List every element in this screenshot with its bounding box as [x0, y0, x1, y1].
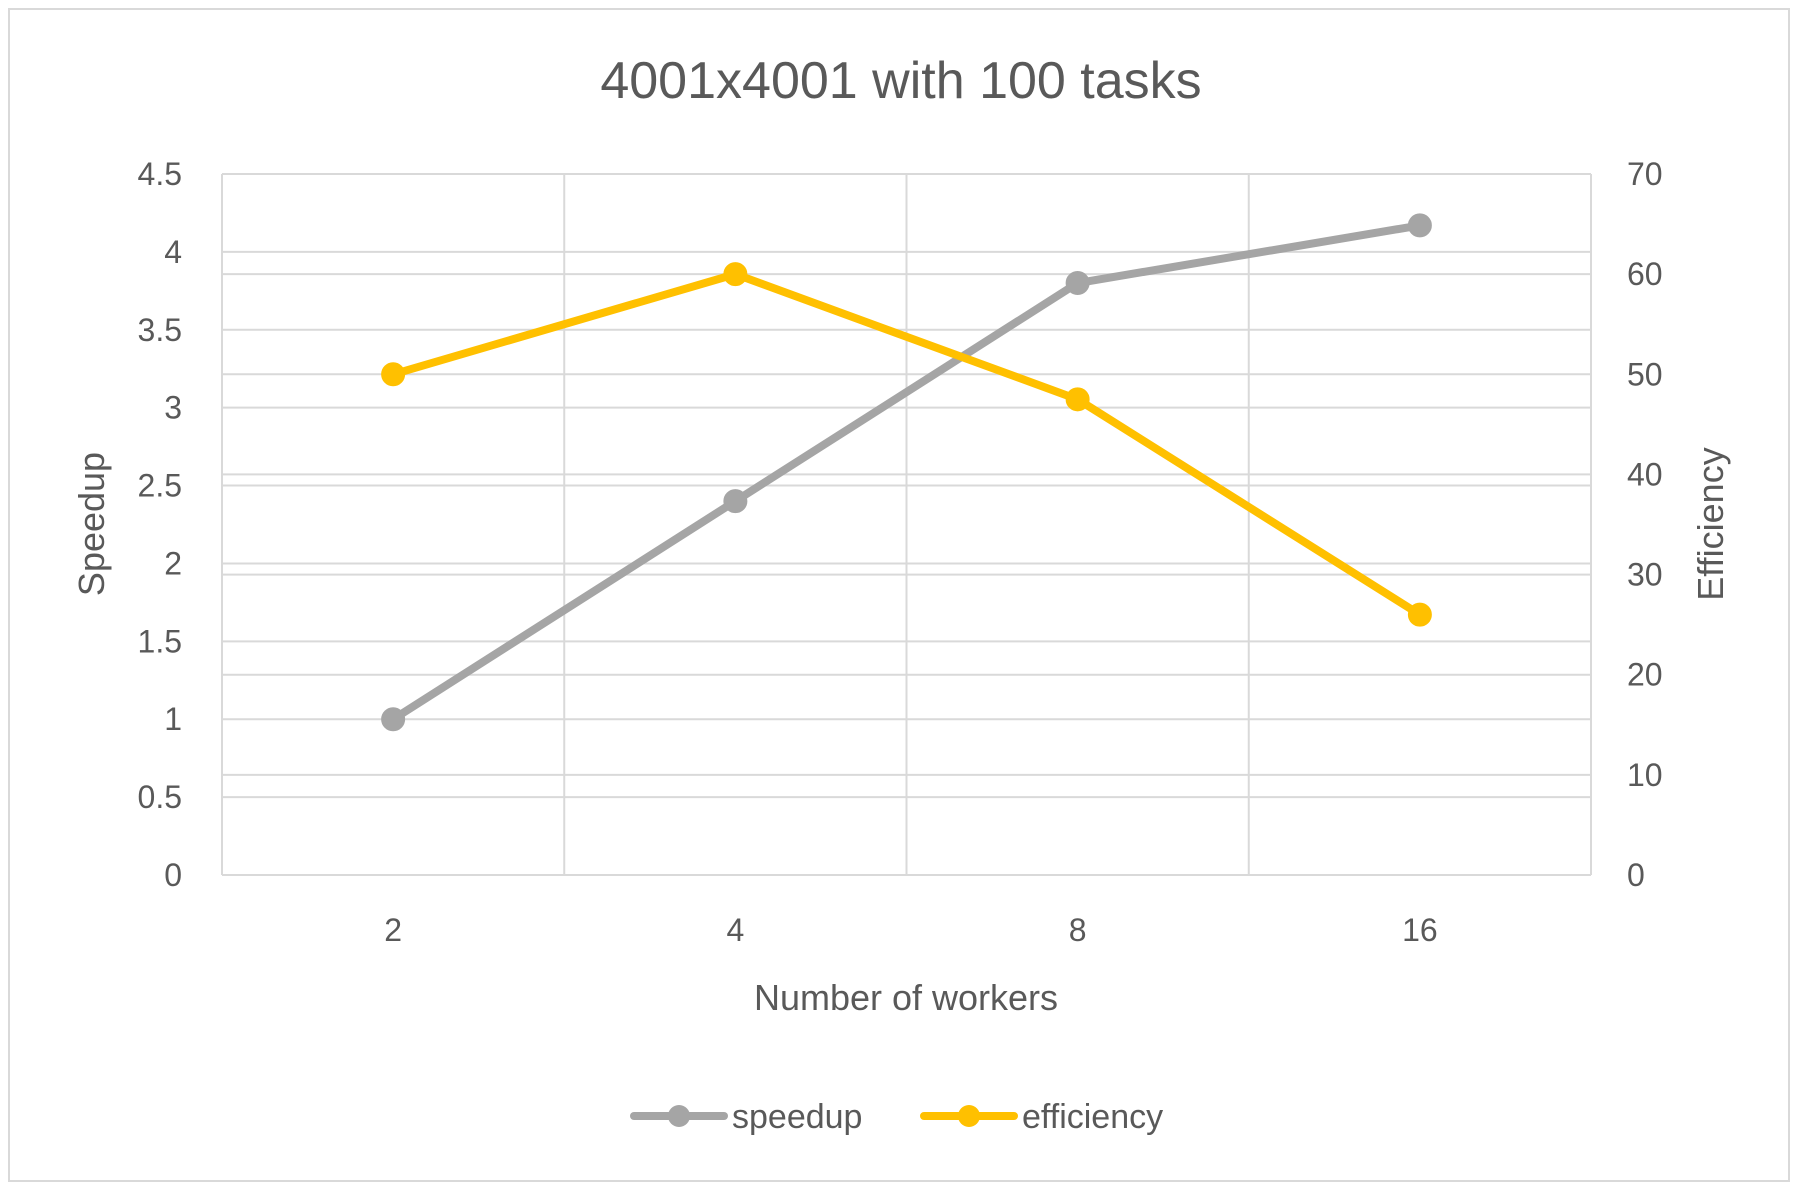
legend-marker-speedup [668, 1105, 690, 1127]
series-line-speedup [389, 221, 1424, 724]
data-point-efficiency [1407, 602, 1432, 627]
data-point-speedup [1407, 213, 1432, 238]
y2-tick-label: 50 [1627, 356, 1663, 392]
legend: speedup efficiency [630, 1098, 1163, 1136]
x-axis-title: Number of workers [754, 977, 1058, 1018]
x-tick-label: 16 [1402, 912, 1438, 948]
x-tick-label: 2 [384, 912, 402, 948]
y2-tick-label: 60 [1627, 256, 1663, 292]
x-tick-label: 4 [726, 912, 744, 948]
y-tick-label: 0.5 [138, 779, 182, 815]
chart-title: 4001x4001 with 100 tasks [600, 52, 1201, 110]
y-tick-label: 2 [164, 545, 182, 581]
y-tick-label: 4.5 [138, 156, 182, 192]
y-tick-label: 0 [164, 857, 182, 893]
y2-tick-label: 70 [1627, 156, 1663, 192]
y2-tick-label: 10 [1627, 757, 1663, 793]
y-tick-label: 1 [164, 701, 182, 737]
y-tick-label: 3.5 [138, 312, 182, 348]
y-tick-label: 1.5 [138, 623, 182, 659]
y2-tick-label: 40 [1627, 456, 1663, 492]
legend-marker-efficiency [958, 1105, 980, 1127]
y2-tick-label: 30 [1627, 557, 1663, 593]
y2-tick-label: 20 [1627, 657, 1663, 693]
y-tick-label: 4 [164, 234, 182, 270]
gridlines [221, 173, 1592, 875]
legend-label-speedup: speedup [732, 1098, 862, 1136]
data-point-efficiency [381, 362, 406, 387]
axes: 0 0.5 1 1.5 2 2.5 3 3.5 4 4.5 0 10 20 30 40 50 60 70 2 4 8 16 [138, 156, 1663, 948]
data-point-speedup [381, 707, 406, 732]
x-tick-label: 8 [1069, 912, 1087, 948]
chart-frame [8, 8, 1790, 1182]
y2-axis-title: Efficiency [1690, 447, 1731, 600]
series-lines [381, 213, 1432, 732]
data-point-speedup [723, 489, 748, 514]
y-tick-label: 3 [164, 390, 182, 426]
y2-tick-label: 0 [1627, 857, 1645, 893]
data-point-speedup [1065, 271, 1090, 296]
y-axis-title: Speedup [71, 452, 112, 596]
legend-label-efficiency: efficiency [1022, 1098, 1163, 1136]
data-point-efficiency [723, 262, 748, 287]
data-point-efficiency [1065, 387, 1090, 412]
series-line-efficiency [389, 270, 1424, 619]
y-tick-label: 2.5 [138, 468, 182, 504]
